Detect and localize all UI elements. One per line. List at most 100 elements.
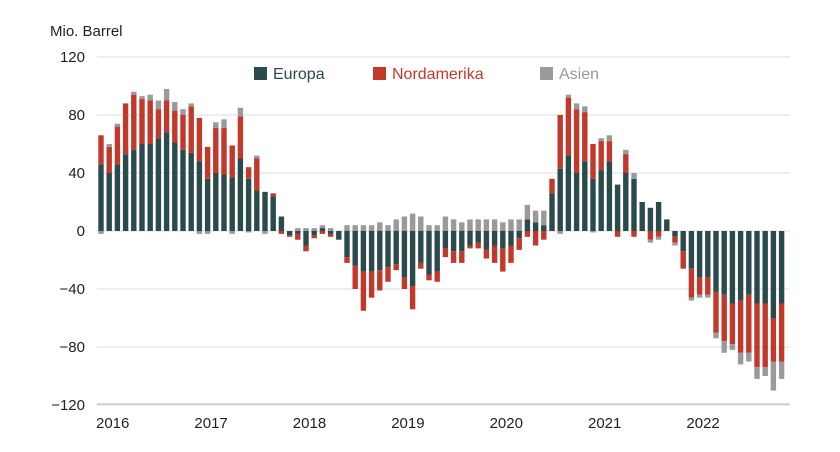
bar-segment-nordamerika <box>122 103 129 155</box>
bar-segment-nordamerika <box>327 233 334 237</box>
bar-segment-europa <box>614 184 621 231</box>
bar-segment-nordamerika <box>623 154 629 173</box>
bars <box>98 88 785 391</box>
bar-segment-europa <box>114 164 121 231</box>
bar-segment-nordamerika <box>713 291 719 333</box>
bar-segment-nordamerika <box>295 233 301 240</box>
bar-segment-europa <box>319 228 326 231</box>
bar-segment-nordamerika <box>729 303 736 345</box>
bar-segment-nordamerika <box>770 318 777 362</box>
bar-segment-europa <box>434 231 440 272</box>
bar-segment-europa <box>778 231 785 304</box>
bar-segment-europa <box>426 231 432 275</box>
bar-segment-europa <box>573 173 580 231</box>
bar-segment-asien <box>541 210 547 226</box>
bar-segment-europa <box>393 231 399 265</box>
bar-segment-asien <box>245 231 252 233</box>
bar-segment-europa <box>598 170 604 231</box>
bar-segment-nordamerika <box>467 245 473 249</box>
legend: Europa Nordamerika Asien <box>254 66 599 83</box>
bar-segment-europa <box>450 231 457 252</box>
legend-label-europa: Europa <box>273 66 325 83</box>
bar-segment-europa <box>639 202 645 231</box>
bar-segment-europa <box>327 231 334 234</box>
bar-segment-nordamerika <box>286 235 293 237</box>
bar-segment-asien <box>319 225 326 229</box>
bar-segment-nordamerika <box>344 257 350 263</box>
bar-segment-nordamerika <box>139 99 145 144</box>
x-tick-label: 2022 <box>686 415 719 432</box>
bar-segment-europa <box>483 231 490 250</box>
bar-segment-asien <box>196 231 203 234</box>
bar-segment-nordamerika <box>590 144 596 179</box>
bar-segment-asien <box>303 228 309 231</box>
bar-segment-europa <box>631 178 637 231</box>
bar-segment-asien <box>606 135 613 142</box>
bar-segment-europa <box>655 202 662 231</box>
bar-segment-europa <box>467 231 473 246</box>
y-tick-label: 40 <box>68 165 85 182</box>
bar-segment-europa <box>262 191 268 231</box>
bar-segment-asien <box>647 239 654 243</box>
bar-segment-nordamerika <box>762 303 768 368</box>
bar-segment-nordamerika <box>516 238 522 250</box>
bar-segment-nordamerika <box>459 251 465 263</box>
bar-segment-nordamerika <box>483 249 490 259</box>
bar-segment-nordamerika <box>450 251 457 263</box>
bar-segment-europa <box>286 231 293 236</box>
bar-segment-nordamerika <box>541 231 547 240</box>
bar-segment-asien <box>147 94 153 101</box>
bar-segment-europa <box>459 231 465 252</box>
bar-segment-asien <box>344 225 350 231</box>
bar-segment-nordamerika <box>655 231 662 237</box>
bar-segment-nordamerika <box>155 109 162 139</box>
bar-segment-asien <box>746 352 752 362</box>
x-tick-label: 2020 <box>490 415 523 432</box>
bar-segment-asien <box>295 228 301 231</box>
bar-segment-asien <box>729 344 736 350</box>
bar-segment-europa <box>491 231 498 246</box>
bar-segment-asien <box>565 94 572 98</box>
bar-segment-nordamerika <box>213 128 219 173</box>
legend-label-nordamerika: Nordamerika <box>392 66 484 83</box>
bar-segment-europa <box>590 178 596 231</box>
bar-segment-europa <box>516 231 522 239</box>
bar-segment-asien <box>418 216 424 231</box>
bar-segment-europa <box>549 193 555 231</box>
bar-segment-europa <box>344 231 350 258</box>
bar-segment-nordamerika <box>746 294 752 353</box>
bar-segment-nordamerika <box>377 270 383 291</box>
bar-segment-europa <box>147 144 153 231</box>
bar-segment-asien <box>98 231 104 234</box>
bar-segment-europa <box>106 173 112 231</box>
bar-segment-europa <box>737 231 744 301</box>
bar-segment-asien <box>483 219 490 231</box>
bar-segment-nordamerika <box>606 141 613 162</box>
bar-segment-europa <box>237 158 244 231</box>
bar-segment-asien <box>139 96 145 100</box>
bar-segment-asien <box>524 204 531 220</box>
bar-segment-nordamerika <box>180 115 186 150</box>
bar-segment-nordamerika <box>360 271 367 311</box>
bar-segment-europa <box>721 231 727 295</box>
bar-segment-nordamerika <box>221 128 227 175</box>
bar-segment-europa <box>565 155 572 231</box>
bar-segment-nordamerika <box>491 245 498 263</box>
bar-segment-asien <box>491 219 498 231</box>
bar-segment-asien <box>762 367 768 376</box>
x-tick-label: 2017 <box>194 415 227 432</box>
bar-segment-europa <box>385 231 391 268</box>
bar-segment-asien <box>705 294 711 298</box>
bar-segment-asien <box>770 361 777 391</box>
bar-segment-europa <box>401 231 408 278</box>
bar-segment-asien <box>254 155 260 159</box>
bar-segment-nordamerika <box>524 231 531 237</box>
bar-segment-asien <box>582 106 588 113</box>
bar-segment-asien <box>532 210 539 223</box>
bar-segment-nordamerika <box>631 231 637 237</box>
bar-segment-nordamerika <box>385 267 391 282</box>
bar-segment-europa <box>418 231 424 263</box>
bar-segment-europa <box>508 231 514 246</box>
legend-swatch-europa <box>254 67 267 80</box>
bar-segment-europa <box>163 132 170 231</box>
